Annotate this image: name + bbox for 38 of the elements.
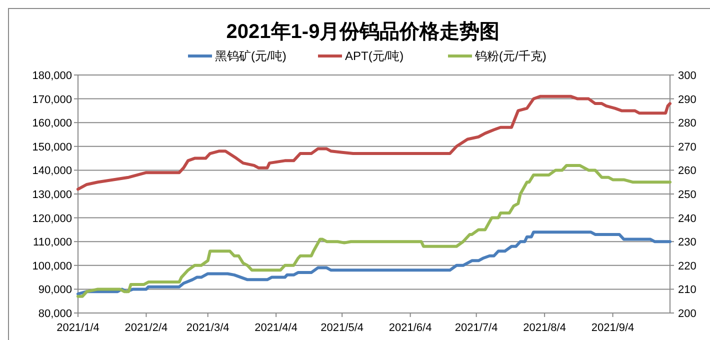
chart-title: 2021年1-9月份钨品价格走势图 bbox=[226, 21, 500, 43]
x-tick-label: 2021/5/4 bbox=[320, 322, 364, 334]
y-tick-label: 170,000 bbox=[32, 94, 72, 106]
x-tick-label: 2021/9/4 bbox=[591, 322, 634, 334]
y2-tick-label: 290 bbox=[678, 94, 696, 106]
y2-tick-label: 270 bbox=[678, 141, 696, 154]
line-series bbox=[76, 230, 672, 296]
x-tick-label: 2021/7/4 bbox=[454, 322, 498, 334]
y-tick-label: 80,000 bbox=[38, 308, 72, 320]
y-tick-label: 100,000 bbox=[32, 260, 72, 272]
x-tick-label: 2021/2/4 bbox=[124, 322, 168, 334]
y2-tick-label: 240 bbox=[678, 212, 696, 225]
x-tick-label: 2021/8/4 bbox=[523, 322, 566, 334]
y2-tick-label: 230 bbox=[678, 236, 696, 249]
legend-label: 钨粉(元/千克) bbox=[474, 49, 546, 63]
y-tick-label: 110,000 bbox=[33, 236, 72, 249]
legend-label: 黑钨矿(元/吨) bbox=[215, 49, 286, 63]
y2-tick-label: 280 bbox=[678, 118, 696, 130]
line-series bbox=[76, 164, 672, 298]
y-tick-label: 90,000 bbox=[38, 284, 72, 296]
y2-tick-label: 200 bbox=[678, 308, 696, 320]
y2-tick-label: 300 bbox=[678, 70, 696, 82]
x-tick-label: 2021/3/4 bbox=[186, 322, 230, 334]
line-series bbox=[76, 94, 672, 191]
y-tick-label: 130,000 bbox=[32, 189, 72, 201]
y2-tick-label: 220 bbox=[678, 260, 696, 272]
x-tick-label: 2021/4/4 bbox=[254, 322, 298, 334]
y2-tick-label: 260 bbox=[678, 165, 696, 178]
y-tick-label: 180,000 bbox=[32, 70, 72, 82]
y2-tick-label: 210 bbox=[678, 284, 696, 296]
y-tick-label: 120,000 bbox=[32, 212, 72, 225]
y2-tick-label: 250 bbox=[678, 189, 696, 201]
legend-label: APT(元/吨) bbox=[345, 49, 404, 63]
x-tick-label: 2021/1/4 bbox=[56, 322, 100, 334]
x-tick-label: 2021/6/4 bbox=[388, 322, 432, 334]
y-tick-label: 140,000 bbox=[32, 165, 72, 178]
y-tick-label: 150,000 bbox=[32, 141, 72, 154]
y-tick-label: 160,000 bbox=[32, 118, 72, 130]
